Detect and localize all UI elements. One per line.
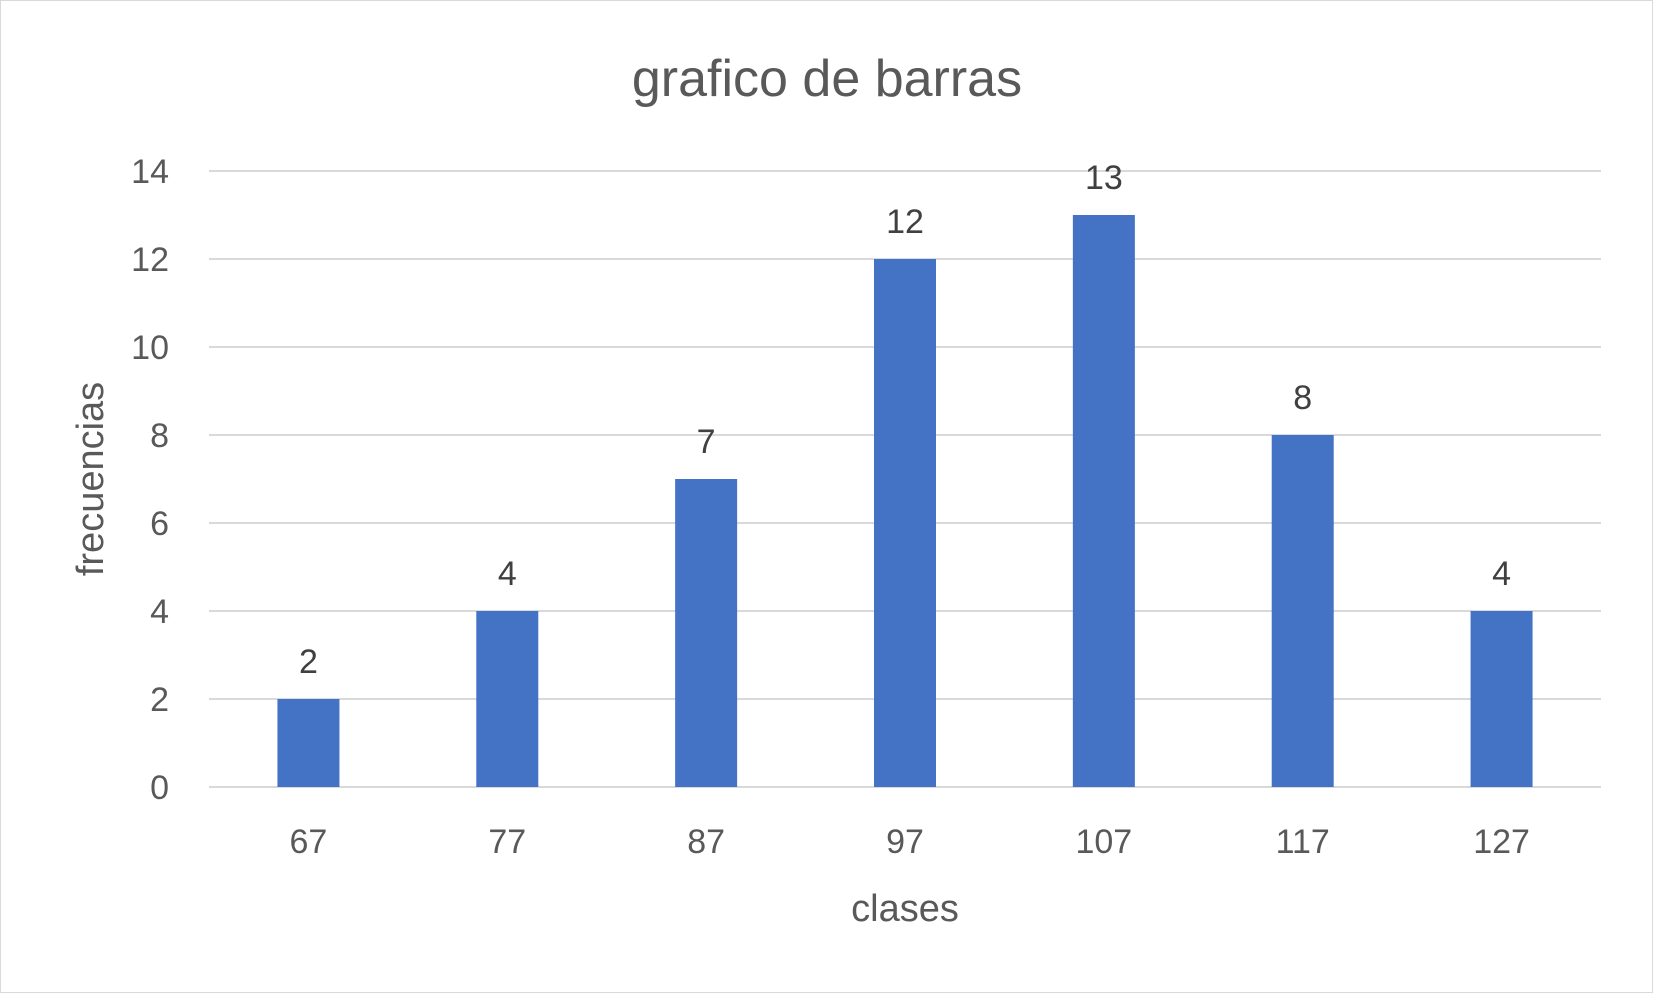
bar-77 [476,611,539,787]
y-tick-label: 4 [150,593,169,631]
data-label-117: 8 [1293,379,1312,417]
data-label-127: 4 [1492,555,1511,593]
x-axis-title: clases [851,888,959,930]
data-label-87: 7 [697,423,716,461]
data-label-77: 4 [498,555,517,593]
data-label-107: 13 [1085,159,1123,197]
y-axis-title: frecuencias [70,382,112,576]
data-labels: 2 4 7 12 13 8 4 [299,159,1511,681]
bar-107 [1072,215,1135,787]
bars [277,215,1533,787]
x-tick-label-127: 127 [1473,823,1530,861]
y-tick-label: 10 [131,329,169,367]
chart-title: grafico de barras [632,50,1022,108]
y-tick-label: 12 [131,241,169,279]
y-tick-label: 6 [150,505,169,543]
bar-127 [1470,611,1533,787]
y-axis-ticks: 0 2 4 6 8 10 12 14 [131,153,169,807]
x-tick-label-117: 117 [1276,823,1330,861]
y-tick-label: 0 [150,769,169,807]
x-tick-label-97: 97 [886,823,924,861]
data-label-97: 12 [886,203,924,241]
bar-117 [1271,435,1334,787]
x-tick-label-87: 87 [687,823,725,861]
y-tick-label: 8 [150,417,169,455]
x-tick-label-107: 107 [1075,823,1132,861]
bar-67 [277,699,340,787]
y-tick-label: 14 [131,153,169,191]
y-tick-label: 2 [150,681,169,719]
x-axis-ticks: 67 77 87 97 107 117 127 [290,823,1530,861]
bar-97 [874,259,936,787]
data-label-67: 2 [299,643,318,681]
x-tick-label-67: 67 [290,823,328,861]
bar-87 [675,479,738,787]
x-tick-label-77: 77 [488,823,526,861]
